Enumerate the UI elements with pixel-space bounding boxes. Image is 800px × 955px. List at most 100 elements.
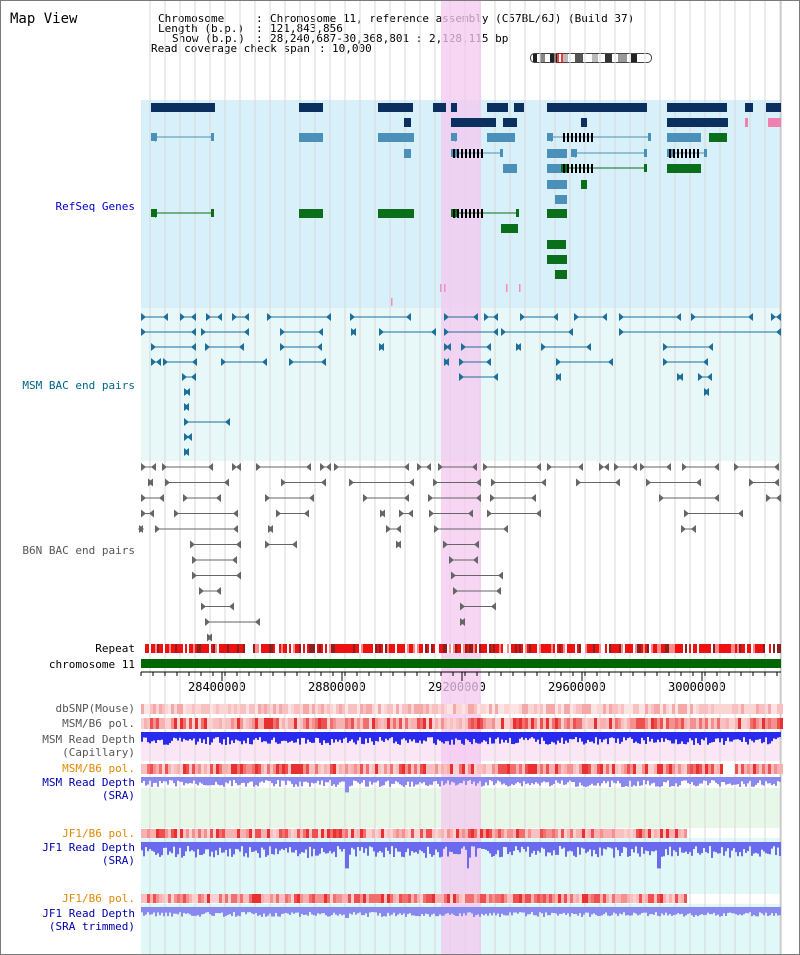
read-depth-bar bbox=[425, 777, 427, 786]
read-depth-bar bbox=[513, 732, 515, 745]
read-depth-bar bbox=[411, 777, 413, 782]
polymorphism-density-cell bbox=[420, 718, 423, 729]
polymorphism-density-cell bbox=[645, 704, 648, 714]
read-depth-bar bbox=[727, 777, 729, 785]
read-depth-bar bbox=[563, 907, 565, 913]
bac-end-marker bbox=[707, 373, 712, 381]
track-label-jf1-pol[interactable]: JF1/B6 pol. bbox=[62, 827, 135, 840]
polymorphism-density-cell bbox=[246, 704, 249, 714]
track-label-jf1-trim[interactable]: JF1 Read Depth bbox=[42, 907, 135, 920]
read-depth-bar bbox=[333, 842, 335, 852]
read-depth-bar bbox=[355, 842, 357, 857]
polymorphism-density-cell bbox=[201, 894, 204, 903]
read-depth-bar bbox=[257, 777, 259, 787]
read-depth-bar bbox=[361, 777, 363, 783]
track-label-msm-depth-cap[interactable]: MSM Read Depth bbox=[42, 733, 135, 746]
polymorphism-density-cell bbox=[546, 894, 549, 903]
bac-end-marker bbox=[151, 463, 156, 471]
read-depth-bar bbox=[767, 777, 769, 784]
track-label-refseq[interactable]: RefSeq Genes bbox=[55, 200, 135, 213]
track-label-b6n-bac[interactable]: B6N BAC end pairs bbox=[22, 544, 135, 557]
repeat-element bbox=[147, 644, 149, 653]
repeat-element bbox=[191, 644, 193, 653]
polymorphism-density-cell bbox=[672, 764, 675, 774]
track-label-jf1-pol-2[interactable]: JF1/B6 pol. bbox=[62, 892, 135, 905]
polymorphism-density-cell bbox=[375, 829, 378, 838]
read-depth-bar bbox=[219, 777, 221, 786]
read-depth-bar bbox=[275, 842, 277, 849]
repeat-element bbox=[267, 644, 269, 653]
polymorphism-density-cell bbox=[450, 704, 453, 714]
polymorphism-density-cell bbox=[645, 894, 648, 903]
read-depth-bar bbox=[661, 777, 663, 787]
read-depth-bar bbox=[513, 907, 515, 913]
polymorphism-density-cell bbox=[558, 764, 561, 774]
gene-arrow bbox=[487, 133, 492, 142]
polymorphism-density-cell bbox=[456, 718, 459, 729]
repeat-element bbox=[153, 644, 155, 653]
gene-exon bbox=[563, 164, 565, 173]
polymorphism-density-cell bbox=[606, 829, 609, 838]
track-label-repeat[interactable]: Repeat bbox=[95, 642, 135, 655]
read-depth-bar bbox=[777, 907, 779, 916]
polymorphism-density-cell bbox=[555, 894, 558, 903]
read-depth-bar bbox=[345, 842, 347, 869]
read-depth-bar bbox=[515, 842, 517, 847]
read-depth-bar bbox=[569, 732, 571, 739]
repeat-element bbox=[527, 644, 529, 653]
bac-end-marker bbox=[659, 494, 664, 502]
track-label-msm-depth-sra[interactable]: MSM Read Depth bbox=[42, 776, 135, 789]
polymorphism-density-cell bbox=[234, 894, 237, 903]
track-label-msm-pol[interactable]: MSM/B6 pol. bbox=[62, 717, 135, 730]
polymorphism-density-cell bbox=[528, 704, 531, 714]
gene-exon bbox=[587, 164, 589, 173]
polymorphism-density-cell bbox=[153, 894, 156, 903]
read-depth-bar bbox=[531, 907, 533, 913]
read-depth-bar bbox=[219, 907, 221, 914]
repeat-element bbox=[297, 644, 299, 653]
read-depth-bar bbox=[479, 842, 481, 848]
polymorphism-density-cell bbox=[531, 894, 534, 903]
read-depth-bar bbox=[439, 777, 441, 787]
gene-mark bbox=[519, 284, 521, 292]
read-depth-bar bbox=[245, 732, 247, 744]
repeat-element bbox=[213, 644, 215, 653]
bac-end-marker bbox=[320, 463, 325, 471]
track-label-dbsnp[interactable]: dbSNP(Mouse) bbox=[55, 702, 135, 715]
polymorphism-density-cell bbox=[360, 894, 363, 903]
read-depth-bar bbox=[739, 907, 741, 915]
bac-end-marker bbox=[396, 525, 401, 533]
polymorphism-density-cell bbox=[750, 704, 753, 714]
read-depth-bar bbox=[647, 777, 649, 781]
read-depth-bar bbox=[775, 907, 777, 914]
read-depth-bar bbox=[325, 842, 327, 854]
read-depth-bar bbox=[335, 777, 337, 787]
polymorphism-density-cell bbox=[156, 829, 159, 838]
repeat-element bbox=[391, 644, 393, 653]
read-depth-bar bbox=[311, 842, 313, 857]
read-depth-bar bbox=[339, 777, 341, 783]
bac-end-marker bbox=[236, 571, 241, 580]
polymorphism-density-cell bbox=[627, 718, 630, 729]
polymorphism-density-cell bbox=[648, 829, 651, 838]
read-depth-bar bbox=[415, 907, 417, 917]
track-label-jf1-depth[interactable]: JF1 Read Depth bbox=[42, 841, 135, 854]
polymorphism-density-cell bbox=[417, 894, 420, 903]
repeat-element bbox=[483, 644, 485, 653]
read-depth-bar bbox=[255, 907, 257, 914]
polymorphism-density-cell bbox=[588, 704, 591, 714]
read-depth-bar bbox=[421, 907, 423, 914]
read-depth-bar bbox=[335, 842, 337, 858]
read-depth-bar bbox=[489, 777, 491, 781]
track-label-msm-pol-2[interactable]: MSM/B6 pol. bbox=[62, 762, 135, 775]
bac-end-marker bbox=[265, 540, 270, 549]
read-depth-bar bbox=[269, 732, 271, 744]
track-label-msm-bac[interactable]: MSM BAC end pairs bbox=[22, 379, 135, 392]
read-depth-bar bbox=[453, 732, 455, 745]
gene-exon bbox=[575, 164, 577, 173]
read-depth-bar bbox=[651, 907, 653, 915]
read-depth-bar bbox=[631, 842, 633, 850]
chromosome-ideogram[interactable] bbox=[530, 53, 652, 63]
polymorphism-density-cell bbox=[219, 718, 222, 729]
